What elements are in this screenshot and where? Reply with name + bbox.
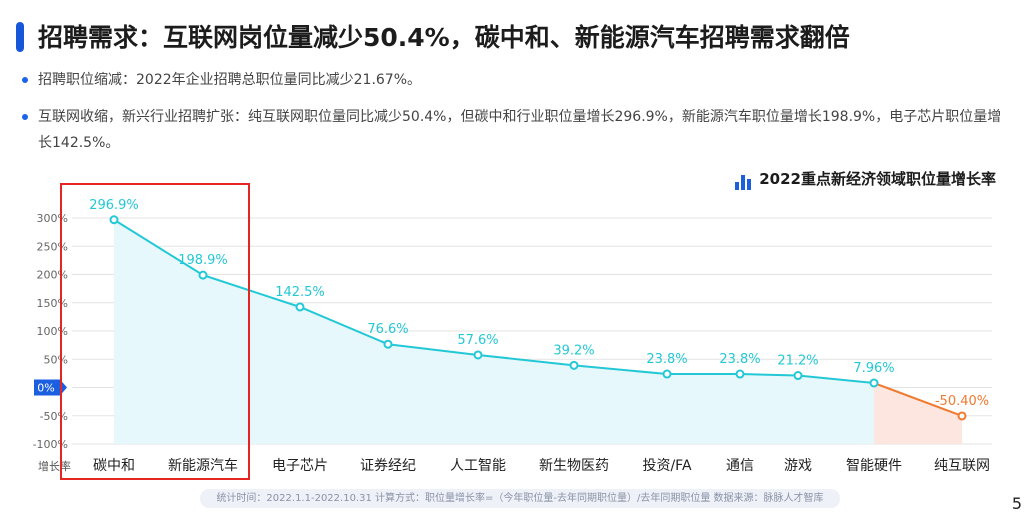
- data-label: 296.9%: [89, 198, 139, 213]
- data-point: [569, 360, 579, 370]
- data-point: [198, 270, 208, 280]
- data-label: 23.8%: [646, 352, 687, 367]
- x-tick-label: 新生物医药: [539, 458, 609, 474]
- x-tick-label: 人工智能: [450, 458, 506, 474]
- data-point: [957, 411, 967, 421]
- area-fill-positive: [114, 219, 874, 444]
- data-label: 76.6%: [367, 322, 408, 337]
- bar-chart-icon: [735, 172, 753, 190]
- bullet-item: 招聘职位缩减：2022年企业招聘总职位量同比减少21.67%。: [22, 67, 1002, 93]
- x-tick-label: 碳中和: [93, 458, 135, 474]
- data-label: 142.5%: [275, 285, 325, 300]
- chart-title-text: 2022重点新经济领域职位量增长率: [759, 170, 996, 188]
- x-tick-label: 证券经纪: [360, 458, 416, 474]
- data-label: 23.8%: [719, 352, 760, 367]
- page-title: 招聘需求：互联网岗位量减少50.4%，碳中和、新能源汽车招聘需求翻倍: [38, 23, 850, 52]
- data-label: 21.2%: [777, 354, 818, 369]
- y-tick-label: -100%: [33, 438, 68, 451]
- x-tick-label: 智能硬件: [846, 458, 902, 474]
- y-axis-label: 增长率: [38, 459, 71, 473]
- area-fill-negative: [874, 383, 962, 444]
- data-label: 198.9%: [178, 253, 228, 268]
- series-line-negative: [873, 382, 963, 417]
- data-point: [793, 371, 803, 381]
- data-point: [735, 369, 745, 379]
- data-point: [383, 339, 393, 349]
- zero-badge: [34, 379, 67, 396]
- data-label: 7.96%: [853, 361, 894, 376]
- page-number: 5: [1011, 494, 1022, 513]
- bullet-text: 互联网收缩，新兴行业招聘扩张：纯互联网职位量同比减少50.4%，但碳中和行业职位…: [38, 109, 1002, 151]
- chart-title: 2022重点新经济领域职位量增长率: [735, 168, 996, 190]
- data-point: [109, 215, 119, 225]
- data-label: 39.2%: [553, 343, 594, 358]
- footer-note: 统计时间：2022.1.1-2022.10.31 计算方式：职位量增长率=（今年…: [200, 489, 840, 508]
- bullet-dot-icon: [22, 114, 28, 120]
- x-tick-label: 游戏: [784, 458, 812, 474]
- x-tick-label: 通信: [726, 458, 754, 474]
- data-point: [869, 378, 879, 388]
- series-line: [113, 218, 875, 384]
- bullet-text: 招聘职位缩减：2022年企业招聘总职位量同比减少21.67%。: [38, 72, 422, 88]
- data-label: -50.40%: [935, 394, 989, 409]
- x-tick-label: 纯互联网: [934, 458, 990, 474]
- x-tick-label: 投资/FA: [642, 458, 691, 474]
- data-point: [295, 302, 305, 312]
- bullet-dot-icon: [22, 77, 28, 83]
- bullet-item: 互联网收缩，新兴行业招聘扩张：纯互联网职位量同比减少50.4%，但碳中和行业职位…: [22, 104, 1002, 156]
- data-point: [662, 369, 672, 379]
- x-tick-label: 电子芯片: [272, 458, 328, 474]
- y-tick-label: 0%: [37, 382, 54, 395]
- data-point: [473, 350, 483, 360]
- title-accent-bar: [16, 22, 24, 52]
- data-label: 57.6%: [457, 333, 498, 348]
- x-tick-label: 新能源汽车: [168, 457, 238, 474]
- highlight-box: [60, 183, 250, 480]
